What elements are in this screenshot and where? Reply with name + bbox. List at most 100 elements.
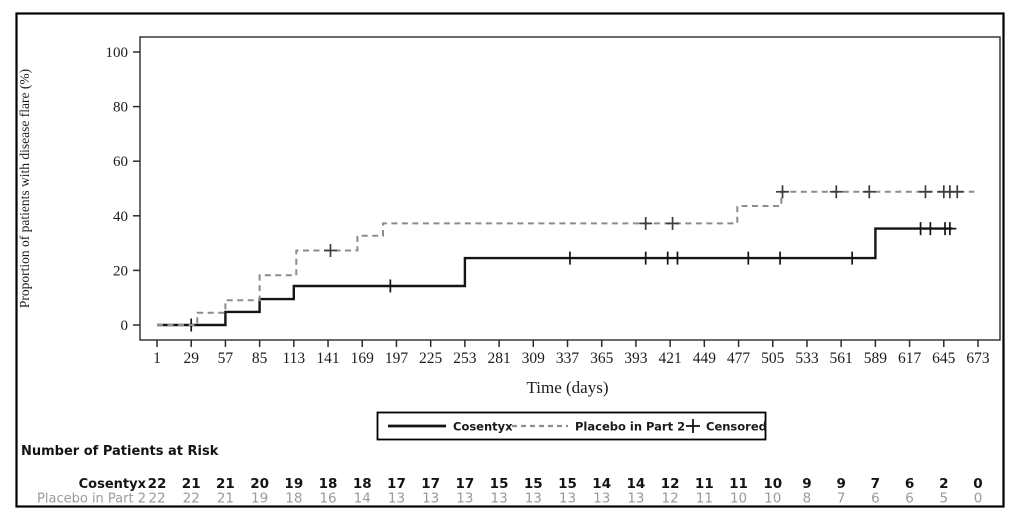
x-tick-label: 477	[727, 350, 751, 367]
censored-mark	[845, 251, 859, 265]
x-tick-label: 197	[385, 350, 409, 367]
risk-count: 13	[388, 491, 405, 507]
x-tick-label: 225	[419, 350, 443, 367]
risk-count: 22	[148, 491, 165, 507]
risk-count: 6	[905, 476, 914, 492]
x-tick-label: 561	[830, 350, 853, 367]
x-tick-label: 617	[898, 350, 922, 367]
censored-mark	[943, 222, 957, 236]
risk-count: 19	[251, 491, 268, 507]
censor-marks-cosentyx	[184, 222, 957, 332]
censored-mark	[773, 251, 787, 265]
x-tick-label: 281	[487, 350, 510, 367]
risk-count: 14	[592, 476, 611, 492]
series-placebo-in-part-2	[157, 185, 975, 326]
risk-count: 22	[183, 491, 200, 507]
x-tick-label: 85	[252, 350, 268, 367]
risk-count: 9	[802, 476, 811, 492]
risk-count: 14	[354, 491, 371, 507]
risk-count: 18	[285, 491, 302, 507]
censored-mark	[862, 185, 876, 199]
legend-label: Cosentyx	[453, 420, 513, 434]
censored-mark	[670, 251, 684, 265]
risk-row-label: Cosentyx	[79, 477, 147, 492]
x-tick-label: 141	[316, 350, 339, 367]
censored-mark	[323, 243, 337, 257]
x-tick-label: 1	[153, 350, 161, 367]
legend: Cosentyx Placebo in Part 2 Censored	[376, 411, 767, 441]
risk-count: 17	[387, 476, 406, 492]
risk-count: 10	[730, 491, 747, 507]
y-tick-label: 60	[113, 154, 128, 170]
y-axis: 0 20 40 60 80 100	[106, 45, 140, 334]
legend-item-censored: Censored	[686, 419, 767, 434]
censor-marks-placebo-in-part-2	[323, 185, 964, 257]
censored-mark	[639, 216, 653, 230]
risk-count: 13	[422, 491, 439, 507]
censored-mark	[563, 251, 577, 265]
risk-count: 14	[627, 476, 646, 492]
risk-count: 13	[593, 491, 610, 507]
x-tick-label: 113	[282, 350, 305, 367]
y-tick-label: 20	[113, 263, 128, 279]
risk-count: 17	[421, 476, 440, 492]
x-axis: 1 29 57 85 113 141 169 197 225 253 281 309 337 365 393…	[153, 340, 990, 367]
censored-mark	[776, 185, 790, 199]
y-axis-title: Proportion of patients with disease flar…	[17, 69, 32, 308]
risk-count: 15	[490, 476, 509, 492]
y-tick-label: 40	[113, 209, 128, 225]
x-tick-label: 393	[624, 350, 648, 367]
risk-count: 5	[939, 491, 948, 507]
risk-row-cosentyx: Cosentyx 22 21 21 20 19 18 18 17 17 17 15 15 15 14 14 12…	[79, 476, 983, 492]
censored-mark	[383, 279, 397, 293]
risk-count: 2	[939, 476, 948, 492]
risk-count: 6	[905, 491, 914, 507]
figure-border	[15, 12, 1005, 508]
y-tick-label: 80	[113, 100, 128, 116]
x-tick-label: 421	[659, 350, 682, 367]
risk-count: 17	[455, 476, 474, 492]
censored-mark	[741, 251, 755, 265]
risk-table-title: Number of Patients at Risk	[21, 444, 219, 459]
risk-count: 9	[836, 476, 845, 492]
legend-label: Placebo in Part 2	[575, 420, 685, 434]
censored-mark	[923, 222, 937, 236]
x-tick-label: 673	[966, 350, 990, 367]
risk-row-placebo-in-part-2: Placebo in Part 2 22 22 21 19 18 16 14 13 13 13 13 1…	[37, 491, 982, 507]
risk-row-label: Placebo in Part 2	[37, 492, 146, 507]
risk-count: 20	[250, 476, 269, 492]
risk-count: 11	[695, 476, 714, 492]
x-tick-label: 533	[795, 350, 819, 367]
x-tick-label: 29	[183, 350, 199, 367]
legend-item-placebo-in-part-2: Placebo in Part 2	[512, 420, 685, 434]
x-tick-label: 589	[864, 350, 888, 367]
risk-count: 10	[764, 491, 781, 507]
risk-count: 11	[696, 491, 713, 507]
risk-count: 15	[558, 476, 577, 492]
risk-count: 13	[627, 491, 644, 507]
risk-count: 13	[559, 491, 576, 507]
y-tick-label: 0	[121, 318, 129, 334]
risk-count: 18	[319, 476, 338, 492]
risk-count: 0	[974, 491, 983, 507]
x-tick-label: 169	[351, 350, 375, 367]
risk-count: 19	[284, 476, 303, 492]
plus-sample	[686, 419, 700, 433]
risk-count: 21	[216, 476, 235, 492]
risk-count: 0	[973, 476, 982, 492]
risk-count: 7	[837, 491, 846, 507]
risk-count: 11	[729, 476, 748, 492]
x-tick-label: 505	[761, 350, 785, 367]
censored-mark	[666, 216, 680, 230]
risk-count: 13	[456, 491, 473, 507]
legend-item-cosentyx: Cosentyx	[388, 420, 513, 434]
risk-count: 16	[319, 491, 336, 507]
x-tick-label: 253	[453, 350, 477, 367]
risk-count: 8	[803, 491, 812, 507]
x-tick-label: 309	[522, 350, 546, 367]
risk-count: 12	[661, 476, 680, 492]
risk-count: 21	[217, 491, 234, 507]
risk-count: 12	[662, 491, 679, 507]
